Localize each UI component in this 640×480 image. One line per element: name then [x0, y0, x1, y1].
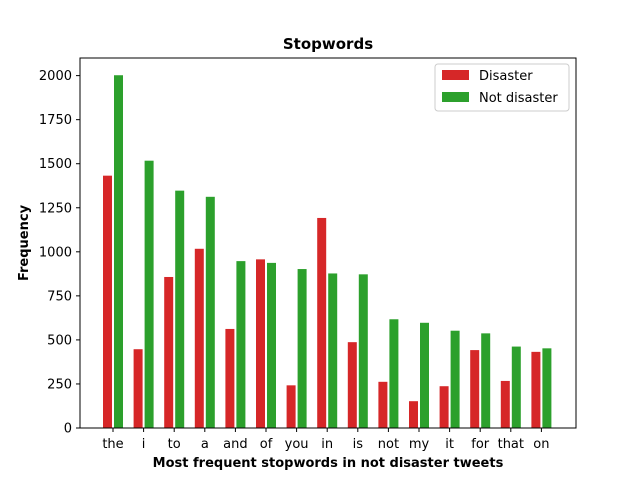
bar-not-disaster-is: [357, 273, 369, 429]
bar-not-disaster-my: [419, 321, 430, 429]
bar-disaster-i: [132, 348, 144, 429]
x-tick-label: that: [498, 437, 524, 452]
bar-not-disaster-you: [296, 268, 308, 429]
y-tick-label: 1750: [39, 113, 72, 128]
bar-not-disaster-to: [174, 189, 186, 429]
bar-not-disaster-a: [204, 195, 216, 429]
bar-not-disaster-i: [143, 159, 155, 429]
y-tick-label: 0: [64, 422, 72, 437]
bar-disaster-my: [408, 400, 419, 429]
x-tick-label: is: [353, 437, 364, 452]
bar-not-disaster-on: [541, 347, 553, 429]
x-tick-label: for: [471, 437, 490, 452]
x-tick-label: i: [142, 437, 146, 452]
x-tick-label: in: [321, 437, 333, 452]
bar-not-disaster-in: [327, 272, 339, 429]
bar-disaster-you: [285, 384, 297, 429]
y-tick-label: 1250: [39, 201, 72, 216]
y-tick-label: 2000: [39, 69, 72, 84]
legend-label: Not disaster: [479, 91, 558, 106]
bars-layer: [102, 74, 553, 429]
bar-disaster-the: [102, 174, 113, 429]
bar-disaster-a: [193, 247, 205, 429]
bar-not-disaster-not: [388, 318, 400, 429]
y-tick-label: 750: [47, 289, 72, 304]
bar-not-disaster-the: [113, 74, 124, 429]
x-tick-label: you: [285, 437, 309, 452]
y-axis: 0 250 500 750 1000 1250 1500 1750 2000: [39, 69, 80, 437]
x-tick-label: my: [409, 437, 430, 452]
x-tick-label: and: [223, 437, 247, 452]
bar-not-disaster-that: [510, 345, 522, 429]
bar-not-disaster-and: [235, 260, 247, 429]
x-tick-label: a: [201, 437, 209, 452]
x-tick-label: of: [260, 437, 273, 452]
bar-disaster-not: [377, 380, 389, 429]
y-tick-label: 250: [47, 377, 72, 392]
bar-disaster-is: [346, 341, 358, 429]
bar-disaster-in: [316, 216, 328, 429]
y-tick-label: 1500: [39, 157, 72, 172]
bar-not-disaster-for: [480, 332, 492, 429]
legend-swatch-not-disaster: [442, 92, 469, 102]
y-tick-label: 500: [47, 333, 72, 348]
bar-not-disaster-of: [266, 261, 277, 429]
y-axis-label: Frequency: [17, 204, 32, 281]
bar-disaster-of: [255, 258, 266, 429]
x-tick-label: to: [168, 437, 181, 452]
bar-disaster-and: [224, 327, 236, 429]
legend-swatch-disaster: [442, 70, 469, 80]
x-tick-label: it: [445, 437, 454, 452]
bar-disaster-that: [499, 379, 511, 429]
bar-disaster-for: [469, 349, 481, 429]
plot-frame: [79, 57, 577, 429]
legend: Disaster Not disaster: [434, 63, 570, 112]
bar-not-disaster-it: [449, 329, 461, 429]
x-tick-label: not: [378, 437, 399, 452]
chart-title: Stopwords: [283, 35, 373, 53]
x-axis: the i to a and of you in is not my it for that on: [102, 428, 550, 452]
bar-disaster-to: [163, 275, 175, 429]
x-axis-label: Most frequent stopwords in not disaster …: [153, 456, 504, 471]
bar-disaster-on: [530, 350, 542, 429]
legend-label: Disaster: [479, 69, 533, 84]
x-tick-label: on: [533, 437, 549, 452]
bar-disaster-it: [438, 385, 450, 429]
x-tick-label: the: [102, 437, 123, 452]
y-tick-label: 1000: [39, 245, 72, 260]
